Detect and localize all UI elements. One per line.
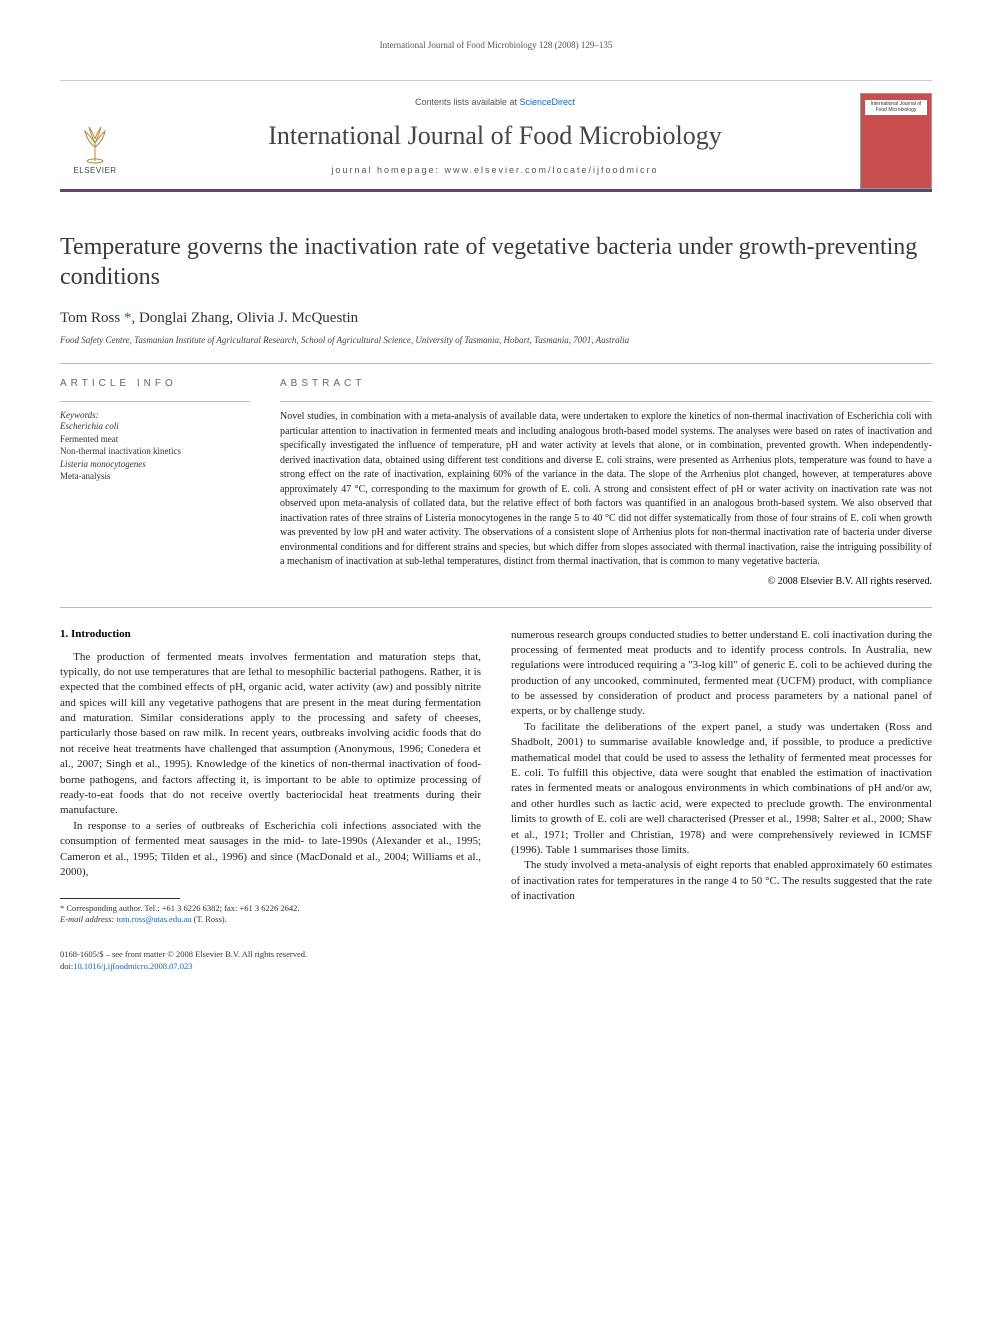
keyword-item: Non-thermal inactivation kinetics xyxy=(60,445,250,458)
body-para: To facilitate the deliberations of the e… xyxy=(511,720,932,859)
issn-line: 0168-1605/$ – see front matter © 2008 El… xyxy=(60,949,481,960)
running-header: International Journal of Food Microbiolo… xyxy=(60,40,932,50)
footnote-phone: * Corresponding author. Tel.: +61 3 6226… xyxy=(60,903,481,914)
doi-link[interactable]: 10.1016/j.ijfoodmicro.2008.07.023 xyxy=(73,961,192,971)
cover-thumbnail-title: International Journal of Food Microbiolo… xyxy=(865,100,927,115)
journal-header: ELSEVIER Contents lists available at Sci… xyxy=(60,80,932,192)
abstract-text: Novel studies, in combination with a met… xyxy=(280,410,932,570)
corresponding-author-footnote: * Corresponding author. Tel.: +61 3 6226… xyxy=(60,903,481,925)
email-name: (T. Ross). xyxy=(194,914,227,924)
author-2: Donglai Zhang xyxy=(139,310,229,326)
contents-available-line: Contents lists available at ScienceDirec… xyxy=(142,97,848,107)
doi-line: doi:10.1016/j.ijfoodmicro.2008.07.023 xyxy=(60,961,481,972)
doi-label: doi: xyxy=(60,961,73,971)
footnote-rule xyxy=(60,898,180,899)
elsevier-logo: ELSEVIER xyxy=(60,101,130,181)
body-para: numerous research groups conducted studi… xyxy=(511,628,932,720)
abstract-rule xyxy=(280,401,932,402)
body-col-left: 1. Introduction The production of fermen… xyxy=(60,628,481,972)
journal-title: International Journal of Food Microbiolo… xyxy=(142,121,848,151)
homepage-url: www.elsevier.com/locate/ijfoodmicro xyxy=(445,165,659,175)
journal-homepage: journal homepage: www.elsevier.com/locat… xyxy=(142,165,848,175)
keyword-item: Fermented meat xyxy=(60,433,250,446)
elsevier-label: ELSEVIER xyxy=(73,166,116,175)
intro-heading: 1. Introduction xyxy=(60,628,481,640)
keyword-item: Listeria monocytogenes xyxy=(60,458,250,471)
email-link[interactable]: tom.ross@utas.edu.au xyxy=(116,914,191,924)
page-container: International Journal of Food Microbiolo… xyxy=(0,0,992,1012)
body-col-right: numerous research groups conducted studi… xyxy=(511,628,932,972)
article-info-label: ARTICLE INFO xyxy=(60,378,250,389)
info-abstract-row: ARTICLE INFO Keywords: Escherichia coli … xyxy=(60,378,932,587)
affiliation: Food Safety Centre, Tasmanian Institute … xyxy=(60,335,932,345)
homepage-prefix: journal homepage: xyxy=(331,165,444,175)
abstract-column: ABSTRACT Novel studies, in combination w… xyxy=(280,378,932,587)
keyword-item: Escherichia coli xyxy=(60,420,250,433)
footnote-email-line: E-mail address: tom.ross@utas.edu.au (T.… xyxy=(60,914,481,925)
abstract-copyright: © 2008 Elsevier B.V. All rights reserved… xyxy=(280,576,932,587)
page-footer: 0168-1605/$ – see front matter © 2008 El… xyxy=(60,949,481,971)
divider-bottom xyxy=(60,607,932,608)
contents-prefix: Contents lists available at xyxy=(415,97,520,107)
divider-top xyxy=(60,363,932,364)
body-para: In response to a series of outbreaks of … xyxy=(60,819,481,881)
authors-line: Tom Ross *, Donglai Zhang, Olivia J. McQ… xyxy=(60,310,932,327)
body-para: The study involved a meta-analysis of ei… xyxy=(511,858,932,904)
article-title: Temperature governs the inactivation rat… xyxy=(60,232,932,292)
info-rule xyxy=(60,401,250,402)
elsevier-tree-icon xyxy=(70,116,120,166)
body-para: The production of fermented meats involv… xyxy=(60,650,481,819)
sciencedirect-link[interactable]: ScienceDirect xyxy=(520,97,576,107)
author-primary: Tom Ross xyxy=(60,310,120,326)
corresponding-author-mark[interactable]: * xyxy=(124,310,132,326)
body-columns: 1. Introduction The production of fermen… xyxy=(60,628,932,972)
journal-header-center: Contents lists available at ScienceDirec… xyxy=(142,97,848,185)
abstract-label: ABSTRACT xyxy=(280,378,932,389)
article-info-column: ARTICLE INFO Keywords: Escherichia coli … xyxy=(60,378,250,587)
journal-cover-thumbnail: International Journal of Food Microbiolo… xyxy=(860,93,932,189)
keywords-label: Keywords: xyxy=(60,410,250,420)
email-label: E-mail address: xyxy=(60,914,114,924)
keyword-item: Meta-analysis xyxy=(60,470,250,483)
author-3: Olivia J. McQuestin xyxy=(237,310,358,326)
